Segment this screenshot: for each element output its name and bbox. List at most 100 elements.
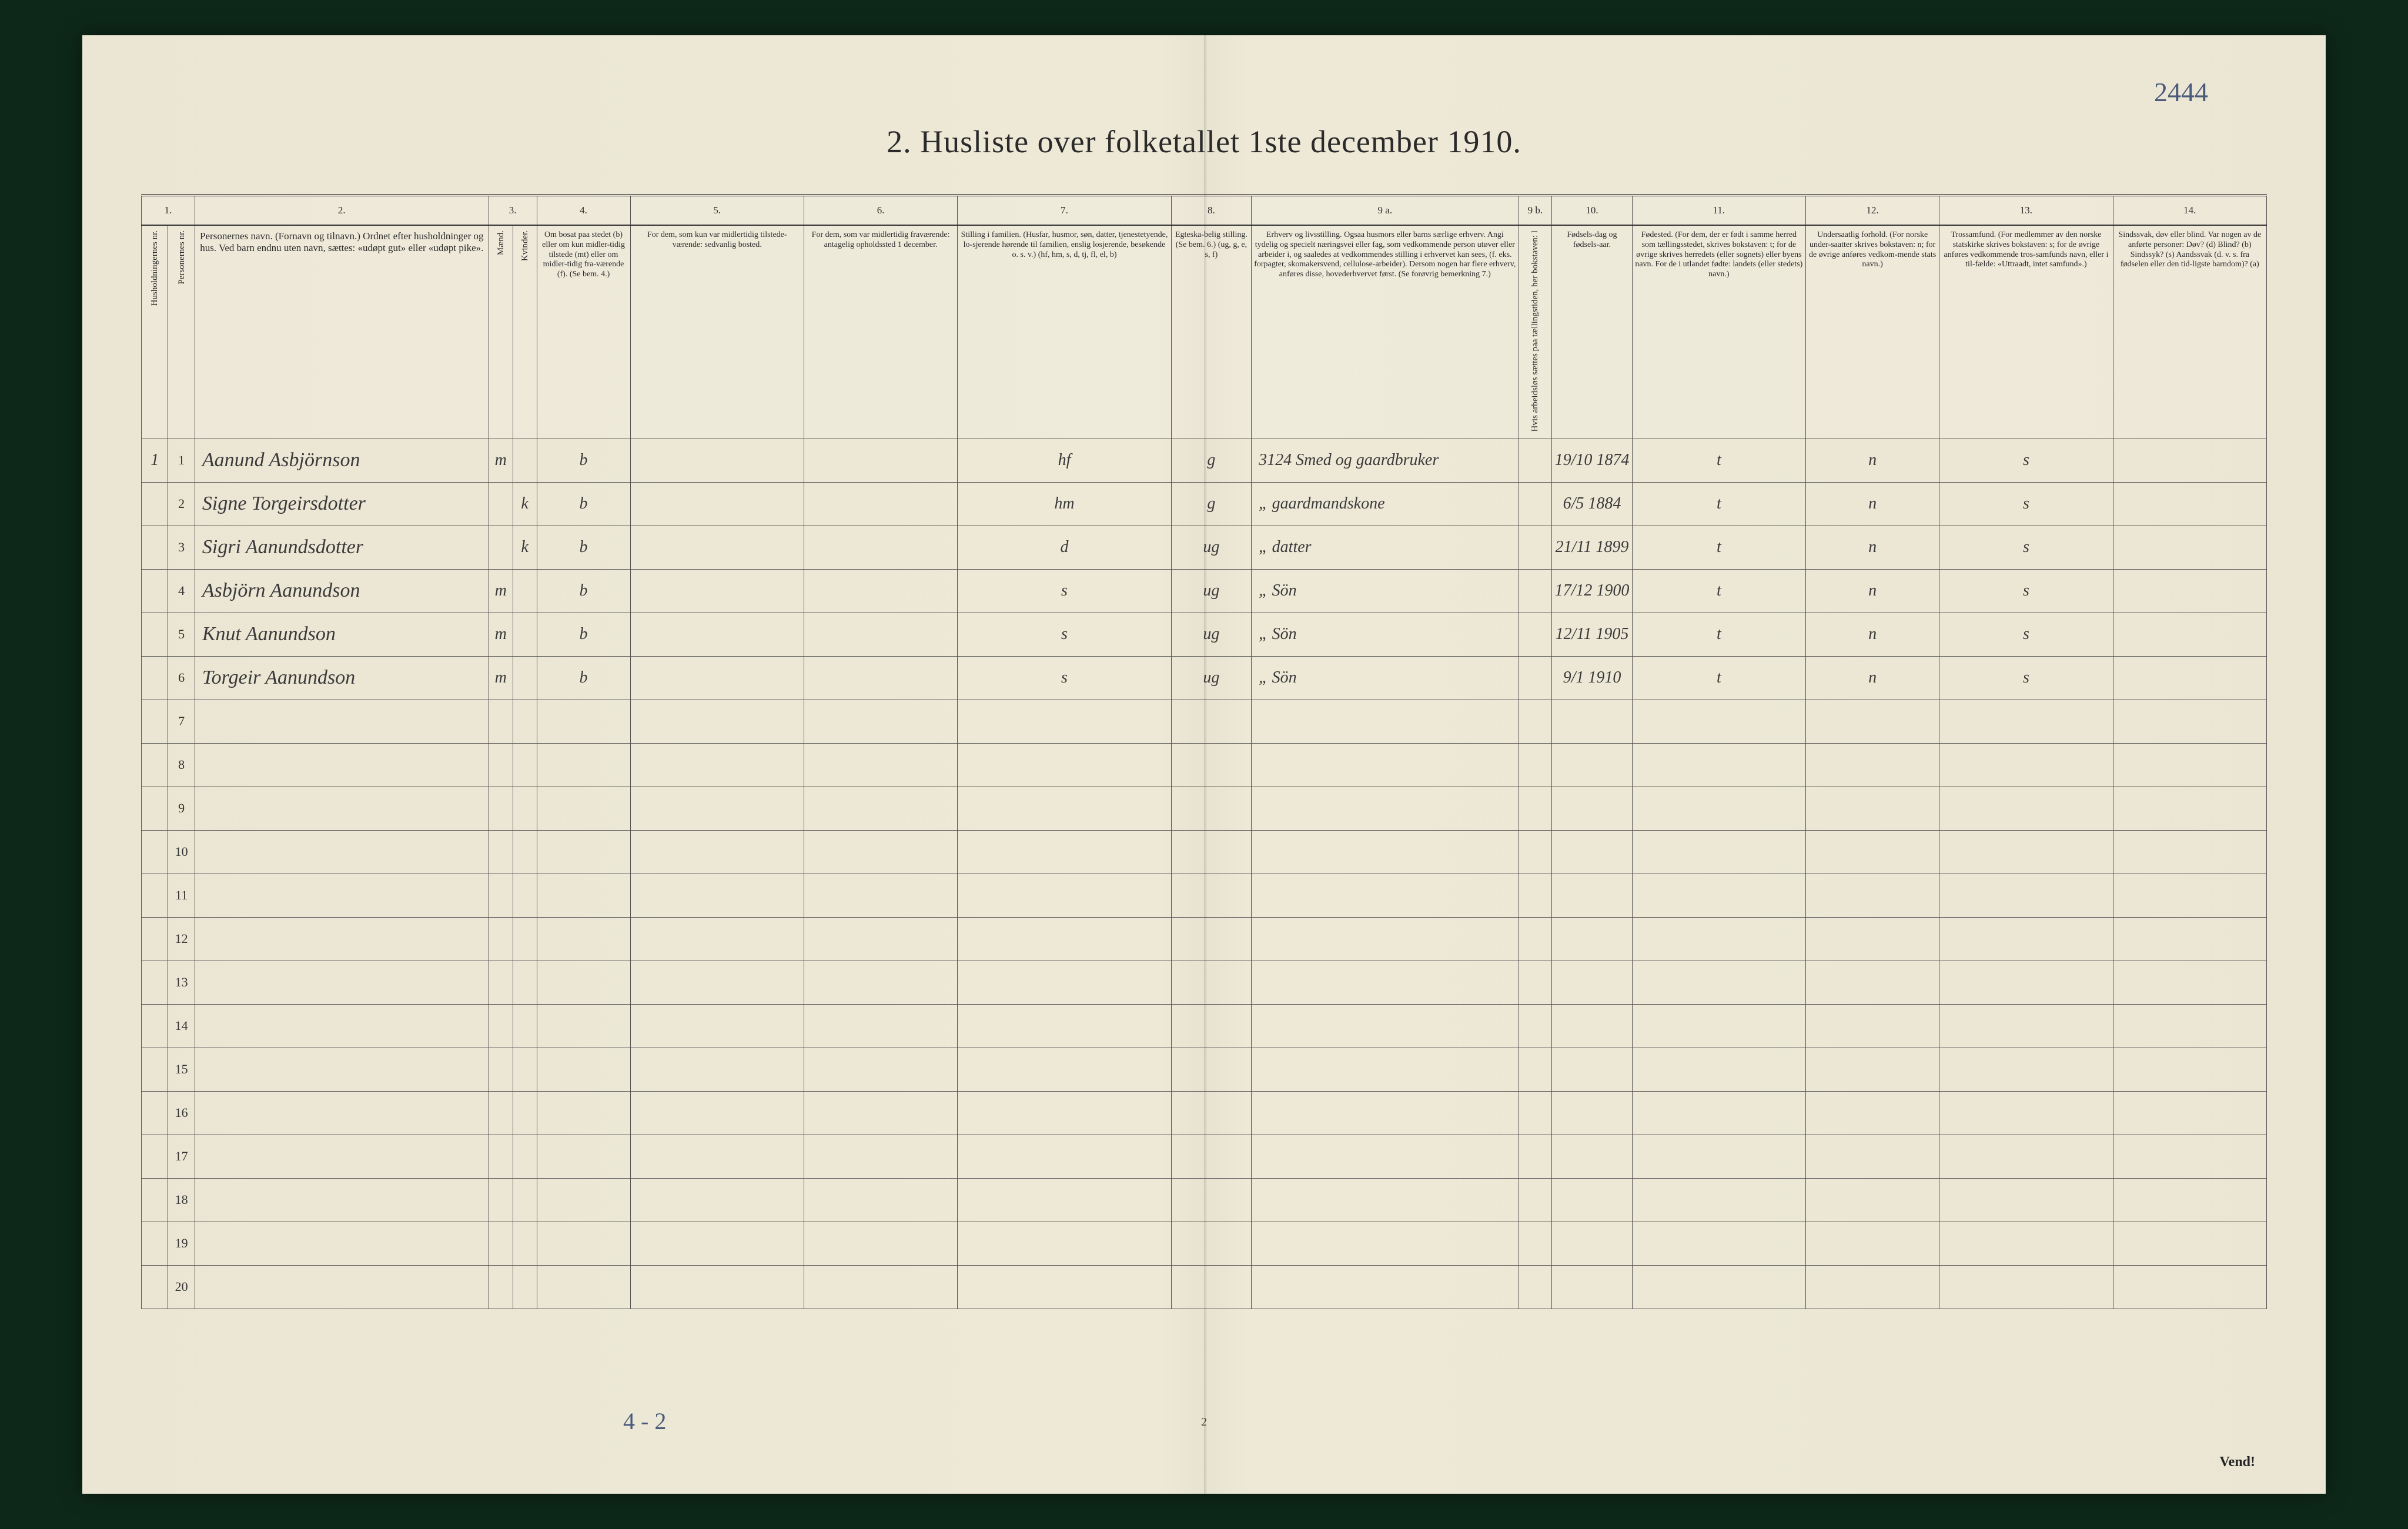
cell-birthplace	[1632, 1048, 1805, 1091]
cell-name	[195, 874, 489, 917]
colnum-10: 10.	[1552, 195, 1632, 225]
cell-temp-present	[630, 700, 804, 743]
cell-family-pos	[958, 1091, 1172, 1135]
cell-temp-present	[630, 439, 804, 482]
cell-family-pos	[958, 961, 1172, 1004]
cell-person-nr: 13	[168, 961, 195, 1004]
cell-sex-k	[513, 1222, 537, 1265]
hdr-temp-present: For dem, som kun var midlertidig tilsted…	[630, 225, 804, 439]
cell-birth	[1552, 917, 1632, 961]
cell-household-nr	[142, 526, 168, 569]
cell-sex-m: m	[489, 569, 513, 613]
cell-temp-absent	[804, 1091, 957, 1135]
cell-unemployed	[1519, 526, 1552, 569]
cell-birth	[1552, 700, 1632, 743]
cell-household-nr	[142, 700, 168, 743]
cell-household-nr	[142, 569, 168, 613]
scan-page: 2444 2. Husliste over folketallet 1ste d…	[0, 0, 2408, 1529]
cell-family-pos: hf	[958, 439, 1172, 482]
cell-residence	[537, 1222, 630, 1265]
cell-marital	[1171, 830, 1251, 874]
cell-disability	[2113, 787, 2266, 830]
cell-disability	[2113, 700, 2266, 743]
hdr-person-nr: Personernes nr.	[168, 225, 195, 439]
cell-religion: s	[1939, 526, 2113, 569]
cell-birth	[1552, 1265, 1632, 1309]
cell-marital	[1171, 1048, 1251, 1091]
cell-household-nr	[142, 1135, 168, 1178]
cell-birth: 6/5 1884	[1552, 482, 1632, 526]
cell-sex-m	[489, 1265, 513, 1309]
cell-residence	[537, 700, 630, 743]
cell-birthplace: t	[1632, 439, 1805, 482]
cell-temp-absent	[804, 1265, 957, 1309]
cell-birth: 21/11 1899	[1552, 526, 1632, 569]
cell-birthplace	[1632, 1091, 1805, 1135]
cell-religion: s	[1939, 439, 2113, 482]
cell-disability	[2113, 1135, 2266, 1178]
cell-sex-k	[513, 569, 537, 613]
cell-unemployed	[1519, 1135, 1552, 1178]
cell-sex-k	[513, 1048, 537, 1091]
cell-family-pos	[958, 830, 1172, 874]
table-row-empty: 9	[142, 787, 2267, 830]
cell-residence: b	[537, 569, 630, 613]
cell-household-nr	[142, 1048, 168, 1091]
cell-birth	[1552, 1222, 1632, 1265]
cell-marital	[1171, 1091, 1251, 1135]
cell-unemployed	[1519, 1222, 1552, 1265]
footer-page-number: 2	[1201, 1416, 1207, 1429]
cell-temp-present	[630, 787, 804, 830]
cell-person-nr: 5	[168, 613, 195, 656]
cell-temp-present	[630, 1091, 804, 1135]
hdr-household-nr-label: Husholdningernes nr.	[149, 230, 160, 306]
cell-temp-absent	[804, 526, 957, 569]
cell-unemployed	[1519, 1048, 1552, 1091]
hdr-birthplace: Fødested. (For dem, der er født i samme …	[1632, 225, 1805, 439]
cell-religion	[1939, 830, 2113, 874]
cell-sex-m: m	[489, 613, 513, 656]
cell-sex-m	[489, 743, 513, 787]
cell-person-nr: 20	[168, 1265, 195, 1309]
cell-nationality: n	[1806, 656, 1939, 700]
cell-sex-m	[489, 1004, 513, 1048]
cell-birthplace	[1632, 1135, 1805, 1178]
cell-person-nr: 4	[168, 569, 195, 613]
cell-nationality: n	[1806, 613, 1939, 656]
cell-occupation	[1252, 1091, 1519, 1135]
cell-temp-absent	[804, 743, 957, 787]
cell-person-nr: 7	[168, 700, 195, 743]
cell-family-pos	[958, 787, 1172, 830]
cell-temp-absent	[804, 1135, 957, 1178]
cell-residence	[537, 1091, 630, 1135]
cell-sex-m	[489, 526, 513, 569]
cell-temp-absent	[804, 961, 957, 1004]
hdr-disability: Sindssvak, døv eller blind. Var nogen av…	[2113, 225, 2266, 439]
cell-nationality	[1806, 1048, 1939, 1091]
colnum-12: 12.	[1806, 195, 1939, 225]
table-row: 2Signe Torgeirsdotterkbhmg„ gaardmandsko…	[142, 482, 2267, 526]
table-row-empty: 16	[142, 1091, 2267, 1135]
cell-religion	[1939, 874, 2113, 917]
cell-unemployed	[1519, 917, 1552, 961]
cell-name: Asbjörn Aanundson	[195, 569, 489, 613]
colnum-11: 11.	[1632, 195, 1805, 225]
cell-temp-absent	[804, 1004, 957, 1048]
colnum-1: 1.	[142, 195, 195, 225]
cell-occupation	[1252, 1178, 1519, 1222]
cell-marital	[1171, 917, 1251, 961]
cell-marital: g	[1171, 439, 1251, 482]
cell-birthplace	[1632, 874, 1805, 917]
cell-birthplace: t	[1632, 526, 1805, 569]
cell-birth: 9/1 1910	[1552, 656, 1632, 700]
table-row-empty: 19	[142, 1222, 2267, 1265]
hdr-sex-k: Kvinder.	[513, 225, 537, 439]
cell-person-nr: 12	[168, 917, 195, 961]
cell-marital	[1171, 961, 1251, 1004]
cell-person-nr: 6	[168, 656, 195, 700]
cell-disability	[2113, 656, 2266, 700]
cell-religion	[1939, 961, 2113, 1004]
cell-religion: s	[1939, 569, 2113, 613]
cell-birthplace	[1632, 830, 1805, 874]
cell-religion: s	[1939, 613, 2113, 656]
